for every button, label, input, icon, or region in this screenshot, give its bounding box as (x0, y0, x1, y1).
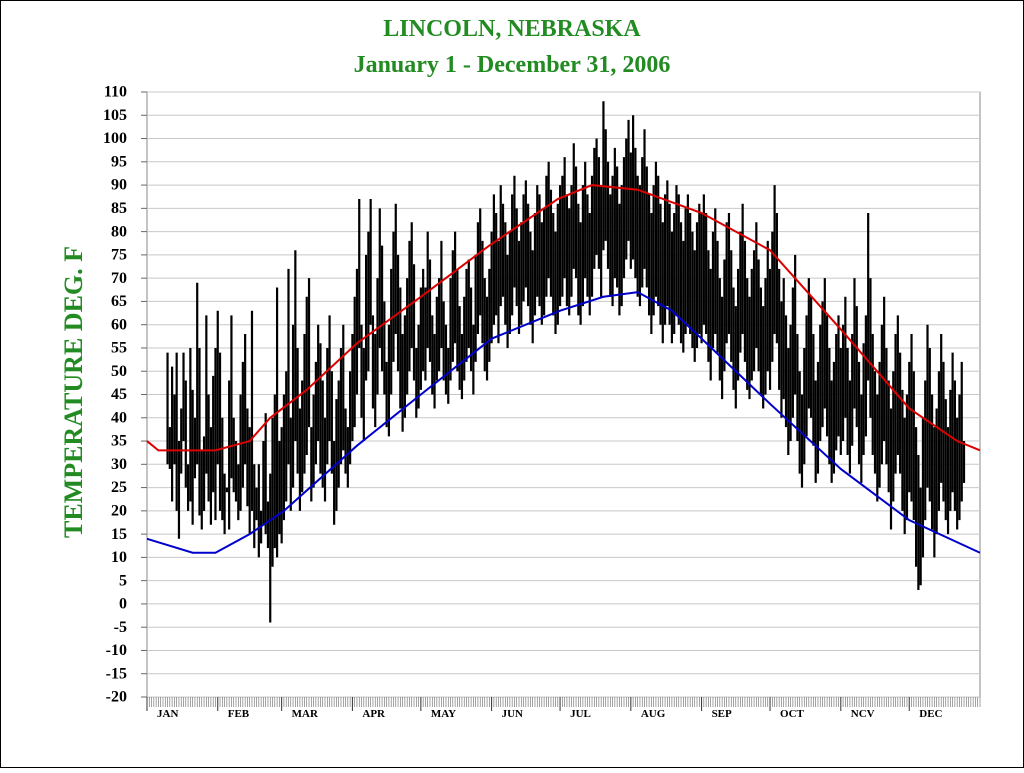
y-tick-label: 95 (111, 153, 127, 170)
y-tick-label: 100 (103, 130, 127, 147)
chart-subtitle: January 1 - December 31, 2006 (354, 52, 671, 78)
x-tick-label: OCT (780, 708, 805, 720)
y-tick-label: 105 (103, 107, 127, 124)
y-axis-label: TEMPERATURE DEG. F (59, 246, 88, 538)
y-tick-label: 60 (111, 316, 127, 333)
y-tick-label: 70 (111, 270, 127, 287)
x-tick-label: MAR (292, 708, 319, 720)
x-tick-label: AUG (641, 708, 666, 720)
x-tick-label: JUN (502, 708, 523, 720)
y-tick-label: 90 (111, 177, 127, 194)
y-tick-label: 5 (119, 572, 127, 589)
y-tick-label: 45 (111, 386, 127, 403)
y-tick-label: 30 (111, 456, 127, 473)
y-tick-label: -10 (106, 642, 127, 659)
y-tick-label: 40 (111, 409, 127, 426)
chart-title: LINCOLN, NEBRASKA (383, 16, 641, 42)
normal-line (146, 184, 981, 452)
x-tick-label: NCV (851, 708, 875, 720)
y-tick-label: 20 (111, 503, 127, 520)
x-tick-label: APR (362, 708, 386, 720)
y-tick-label: 15 (111, 526, 127, 543)
y-tick-label: 110 (104, 84, 127, 101)
y-tick-label: -5 (114, 619, 127, 636)
y-tick-label: 50 (111, 363, 127, 380)
x-tick-label: FEB (228, 708, 250, 720)
y-tick-label: 65 (111, 293, 127, 310)
y-tick-label: 10 (111, 549, 127, 566)
x-tick-label: JAN (157, 708, 178, 720)
y-tick-label: 75 (111, 247, 127, 264)
normal-line (146, 291, 981, 554)
y-tick-label: 25 (111, 479, 127, 496)
x-tick-label: SEP (712, 708, 732, 720)
x-tick-label: DEC (919, 708, 942, 720)
x-tick-label: MAY (431, 708, 456, 720)
y-tick-label: 85 (111, 200, 127, 217)
y-tick-label: 0 (119, 596, 127, 613)
y-tick-label: 80 (111, 223, 127, 240)
y-tick-label: 55 (111, 340, 127, 357)
y-tick-label: 35 (111, 433, 127, 450)
y-tick-label: -15 (106, 665, 127, 682)
x-tick-label: JUL (570, 708, 591, 720)
y-tick-label: -20 (106, 689, 127, 706)
